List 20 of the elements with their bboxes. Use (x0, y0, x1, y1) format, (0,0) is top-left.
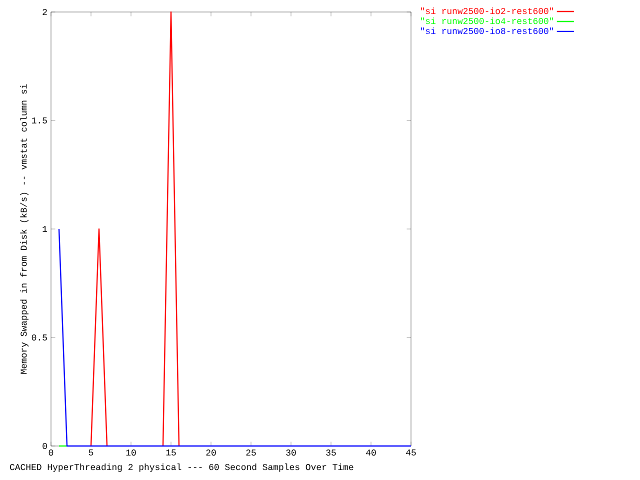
x-tick-label: 35 (326, 450, 336, 456)
x-tick-label: 25 (246, 450, 256, 456)
x-tick-label: 40 (366, 450, 376, 456)
y-tick-label: 0.5 (32, 334, 47, 341)
legend-label: "si runw2500-io8-rest600" (421, 27, 554, 34)
legend-label: "si runw2500-io2-rest600" (421, 7, 554, 14)
x-tick-label: 0 (48, 450, 54, 456)
x-axis-title: CACHED HyperThreading 2 physical --- 60 Second Samples Over Time (10, 464, 354, 472)
y-tick-label: 1.5 (32, 118, 47, 124)
x-tick-label: 10 (126, 450, 136, 456)
x-tick-label: 45 (406, 450, 416, 456)
x-tick-label: 5 (88, 450, 94, 456)
y-tick-label: 2 (42, 8, 47, 15)
y-axis-title: Memory Swapped in from Disk (kB/s) -- vmstat column si (20, 84, 28, 374)
y-tick-label: 0 (42, 442, 47, 450)
y-tick-label: 1 (42, 226, 48, 232)
x-tick-label: 15 (166, 450, 176, 456)
x-tick-label: 20 (206, 450, 216, 456)
legend-label: "si runw2500-io4-rest600" (421, 17, 554, 24)
x-tick-label: 30 (286, 450, 296, 456)
